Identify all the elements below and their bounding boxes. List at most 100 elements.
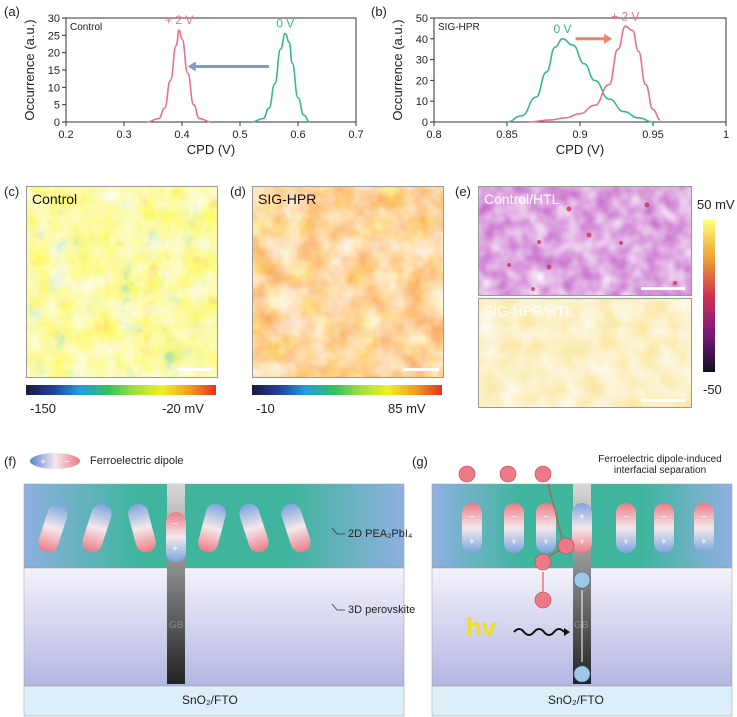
- x-tick-label: 0.95: [642, 129, 663, 141]
- hole-path-arrows: [542, 483, 563, 592]
- colorbar-min-htl: -50: [703, 382, 722, 397]
- kpfm-map-control: [26, 186, 218, 378]
- panel-label-d: (d): [230, 184, 246, 199]
- svg-text:+: +: [40, 457, 46, 468]
- substrate-label-f: SnO₂/FTO: [182, 693, 238, 707]
- gb-label-f: GB: [169, 620, 184, 631]
- schematic-g: − + − + − + + + − + − + − +: [431, 465, 733, 717]
- y-tick-label: 15: [48, 65, 60, 77]
- svg-text:−: −: [64, 457, 70, 468]
- title-g-line1: Ferroelectric dipole-induced: [598, 454, 722, 465]
- x-tick-label: 0.2: [58, 129, 73, 141]
- colorbar-max-sig-hpr: 85 mV: [388, 401, 426, 416]
- y-tick-label: 10: [416, 96, 428, 108]
- y-axis-label: Occurrence (a.u.): [22, 19, 37, 120]
- colorbar-control: [26, 385, 216, 395]
- y-tick-label: 40: [416, 34, 428, 46]
- plot-frame: [433, 17, 727, 123]
- svg-text:+: +: [701, 537, 707, 548]
- colorbar-max-control: -20 mV: [162, 401, 204, 416]
- colorbar-sig-hpr: [252, 385, 442, 395]
- x-tick-label: 0.6: [290, 129, 305, 141]
- dipole-signs-g: − + − + − + + + − + − + − +: [469, 512, 707, 548]
- legend-dipole-icon: + −: [30, 453, 80, 469]
- scale-bar: [177, 368, 213, 371]
- title-g-line2: interfacial separation: [613, 465, 707, 476]
- panel-label-e: (e): [455, 184, 471, 199]
- x-tick-label: 0.4: [174, 129, 189, 141]
- y-tick-label: 0: [54, 117, 60, 129]
- x-tick-label: 0.3: [116, 129, 131, 141]
- y-tick-label: 10: [48, 82, 60, 94]
- series-line: [251, 32, 310, 123]
- svg-text:−: −: [701, 512, 707, 523]
- svg-text:−: −: [543, 512, 549, 523]
- layer-3d: [23, 567, 405, 687]
- layer-substrate: [23, 685, 405, 717]
- electrons-g: [573, 571, 591, 683]
- panel-label-b: (b): [371, 4, 387, 19]
- kpfm-map-sig-hpr: [252, 186, 444, 378]
- chart-tag: Control: [70, 22, 102, 33]
- svg-text:+: +: [172, 544, 178, 555]
- panel-label-g: (g): [412, 454, 428, 469]
- x-tick-label: 0.85: [496, 129, 517, 141]
- svg-text:+: +: [661, 537, 667, 548]
- scale-bar: [403, 368, 439, 371]
- x-tick-label: 0.9: [572, 129, 587, 141]
- shift-arrowhead: [187, 61, 196, 72]
- label-2d-layer: 2D PEA₂PbI₄: [348, 528, 413, 540]
- y-tick-label: 25: [48, 30, 60, 42]
- panel-label-f: (f): [4, 454, 17, 469]
- colorbar-min-sig-hpr: -10: [256, 401, 275, 416]
- svg-text:−: −: [661, 512, 667, 523]
- gb-dipole: [166, 512, 186, 562]
- dipole-row-left: [38, 503, 156, 553]
- colorbar-max-htl: 50 mV: [697, 197, 735, 212]
- schematic-f: + − − +: [23, 453, 405, 717]
- svg-text:+: +: [579, 512, 585, 523]
- series-label: + 2 V: [165, 13, 193, 27]
- x-tick-label: 0.8: [426, 129, 441, 141]
- scale-bar: [641, 399, 685, 402]
- svg-text:−: −: [511, 512, 517, 523]
- series-line: [147, 29, 212, 123]
- holes-g: [458, 465, 575, 609]
- svg-text:+: +: [511, 537, 517, 548]
- y-tick-label: 30: [416, 55, 428, 67]
- y-tick-label: 5: [54, 100, 60, 112]
- y-axis-label: Occurrence (a.u.): [390, 19, 405, 120]
- photon-wave-icon: [513, 628, 565, 636]
- map-label-sig-hpr-htl: SIG-HPR/HTL: [484, 303, 573, 319]
- y-tick-label: 50: [416, 13, 428, 25]
- x-axis-label: CPD (V): [187, 142, 235, 157]
- shift-arrowhead: [604, 33, 613, 44]
- y-tick-label: 0: [422, 117, 428, 129]
- legend-dipole-label: Ferroelectric dipole: [90, 455, 184, 467]
- map-label-sig-hpr: SIG-HPR: [258, 191, 317, 207]
- svg-text:+: +: [469, 537, 475, 548]
- label-3d-layer: 3D perovskite: [348, 604, 416, 616]
- x-tick-label: 0.7: [348, 129, 363, 141]
- title-g: Ferroelectric dipole-induced interfacial…: [590, 454, 730, 476]
- dipole-row-right: [198, 503, 311, 553]
- svg-text:+: +: [623, 537, 629, 548]
- svg-text:+: +: [543, 537, 549, 548]
- series-line: [528, 25, 661, 123]
- y-tick-label: 20: [416, 75, 428, 87]
- series-label: 0 V: [553, 22, 571, 36]
- colorbar-min-control: -150: [30, 401, 57, 416]
- chart-tag: SIG-HPR: [438, 22, 480, 33]
- panel-label-a: (a): [4, 4, 20, 19]
- hv-label: hv: [466, 612, 497, 642]
- kpfm-map-control-htl: [478, 186, 692, 296]
- map-label-control-htl: Control/HTL: [484, 191, 560, 207]
- series-label: + 2 V: [611, 9, 639, 23]
- svg-text:+: +: [579, 537, 585, 548]
- series-label: 0 V: [276, 17, 294, 31]
- svg-text:−: −: [623, 512, 629, 523]
- panel-label-c: (c): [4, 184, 20, 199]
- svg-text:−: −: [469, 512, 475, 523]
- cpd-histogram-chart-control: 0.2 0.3 0.4 0.5 0.6 0.7 0 5 10 15 20 25 30 CPD (V) Occ…: [22, 13, 364, 157]
